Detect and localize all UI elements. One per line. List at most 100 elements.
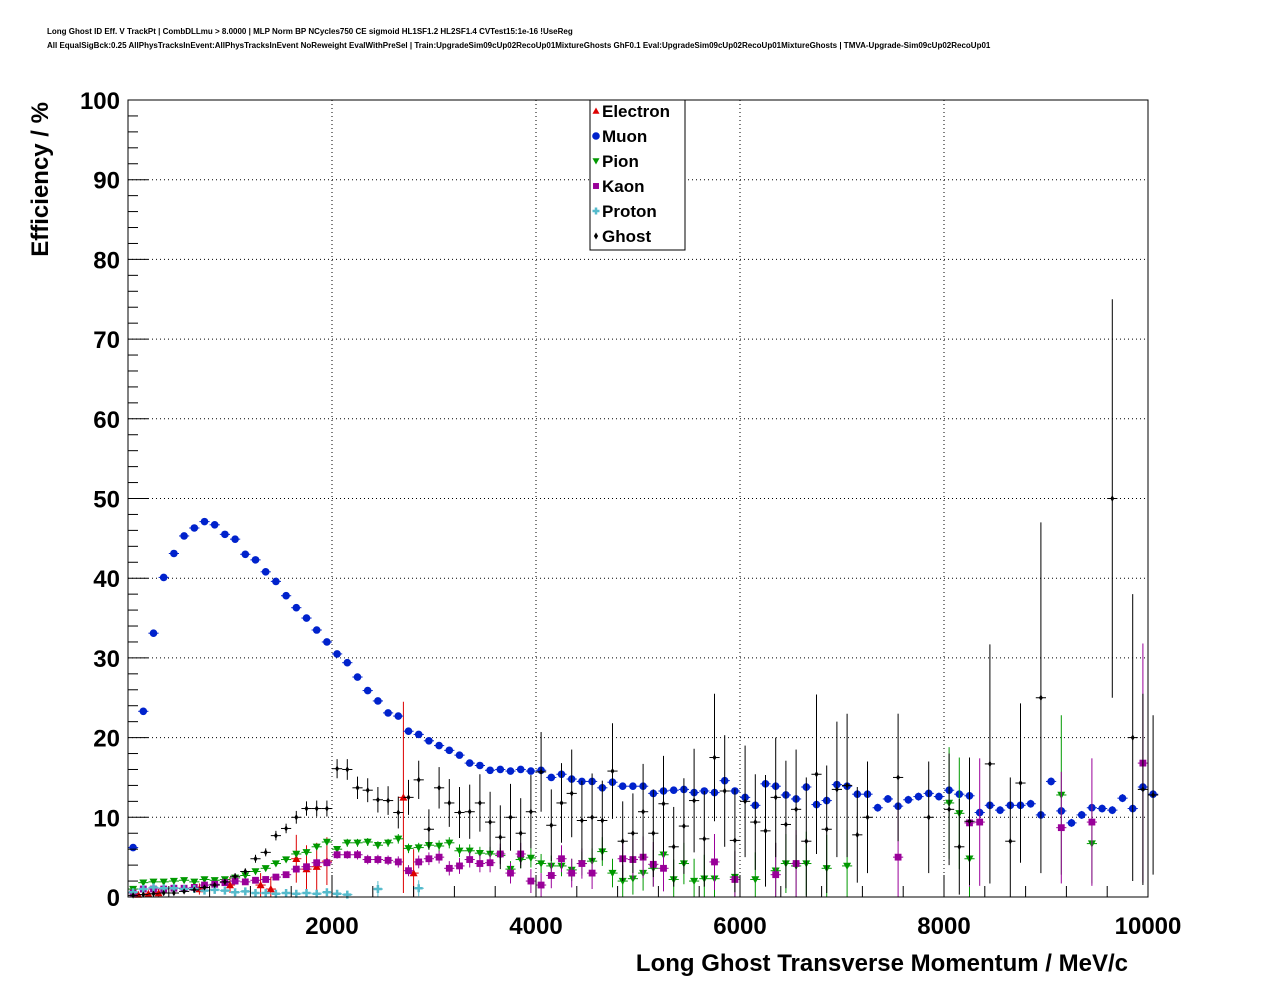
proton-marker (292, 889, 301, 898)
muon-point (913, 792, 924, 801)
kaon-point (240, 878, 251, 886)
ghost-point (301, 801, 312, 816)
ghost-point (219, 878, 230, 886)
ghost-point (281, 823, 292, 834)
legend-label: Muon (602, 127, 647, 146)
y-tick-label: 70 (93, 327, 120, 354)
kaon-marker (282, 871, 290, 879)
ghost-point (954, 798, 965, 895)
ghost-point (984, 644, 995, 884)
pion-marker (751, 876, 760, 884)
ghost-point (709, 693, 720, 822)
x-tick-label: 10000 (1115, 913, 1182, 940)
muon-marker (139, 707, 148, 716)
ghost-point (566, 749, 577, 838)
muon-marker (149, 629, 158, 637)
proton-point (372, 881, 383, 897)
pion-point (179, 877, 190, 885)
ghost-point (893, 713, 904, 842)
ghost-point (209, 881, 220, 889)
muon-point (260, 568, 271, 576)
proton-marker (271, 889, 280, 898)
ghost-point (138, 891, 149, 898)
ghost-point (1005, 777, 1016, 897)
pion-point (311, 843, 322, 851)
ghost-marker (314, 805, 319, 812)
muon-marker (1077, 811, 1086, 819)
pion-point (158, 878, 169, 886)
kaon-marker (384, 856, 392, 864)
pion-marker (394, 835, 403, 843)
muon-marker (404, 727, 413, 736)
pion-marker (455, 847, 464, 855)
ghost-point (678, 778, 689, 874)
ghost-marker (263, 849, 268, 856)
electron-legend-marker (592, 107, 600, 114)
ghost-point (168, 889, 179, 897)
kaon-marker (476, 860, 484, 867)
ghost-point (760, 775, 771, 887)
kaon-marker (1057, 824, 1065, 832)
proton-point (219, 886, 230, 895)
ghost-point (780, 760, 791, 889)
pion-point (607, 858, 618, 888)
muon-legend-marker (592, 132, 600, 140)
pion-marker (302, 849, 311, 857)
pion-marker (445, 839, 454, 847)
kaon-marker (445, 864, 453, 872)
kaon-point (342, 850, 353, 859)
proton-point (311, 889, 322, 898)
ghost-marker (457, 809, 462, 816)
muon-point (240, 550, 251, 559)
ghost-marker (437, 784, 442, 792)
proton-marker (322, 888, 331, 897)
ghost-marker (324, 805, 329, 812)
muon-point (362, 686, 373, 695)
kaon-marker (976, 818, 984, 826)
pion-marker (373, 841, 382, 850)
ghost-marker (335, 765, 340, 772)
pion-marker (608, 869, 617, 878)
kaon-marker (578, 860, 586, 867)
ghost-point (525, 775, 536, 849)
pion-marker (414, 844, 423, 852)
muon-marker (1098, 804, 1106, 813)
muon-point (627, 782, 638, 791)
ghost-marker (926, 814, 931, 821)
ghost-point (189, 886, 200, 894)
ghost-marker (386, 797, 391, 804)
pion-marker (180, 877, 189, 885)
kaon-marker (711, 858, 718, 866)
ghost-marker (192, 886, 197, 894)
kaon-point (321, 858, 332, 867)
proton-marker (231, 888, 240, 897)
legend-box (589, 99, 686, 251)
muon-marker (476, 761, 484, 770)
muon-marker (618, 782, 627, 791)
ghost-marker (253, 855, 258, 862)
y-tick-label: 10 (93, 805, 120, 832)
ghost-point (199, 884, 210, 891)
x-axis-label: Long Ghost Transverse Momentum / MeV/c (636, 950, 1128, 977)
ghost-marker (518, 830, 523, 837)
muon-marker (516, 765, 525, 774)
kaon-marker (231, 877, 239, 885)
pion-marker (353, 839, 362, 847)
x-tick-label: 8000 (917, 913, 970, 940)
kaon-marker (1088, 818, 1096, 826)
kaon-legend-marker (593, 183, 599, 189)
pion-marker (251, 868, 260, 876)
muon-point (515, 765, 526, 774)
muon-marker (374, 697, 382, 705)
proton-point (413, 880, 424, 897)
ghost-point (627, 793, 638, 874)
pion-marker (241, 872, 250, 880)
muon-point (1046, 777, 1057, 786)
muon-point (1066, 818, 1077, 827)
ghost-point (148, 890, 159, 898)
pion-marker (333, 845, 342, 854)
ghost-point (576, 780, 587, 861)
ghost-point (1035, 522, 1046, 874)
pion-marker (271, 860, 280, 868)
